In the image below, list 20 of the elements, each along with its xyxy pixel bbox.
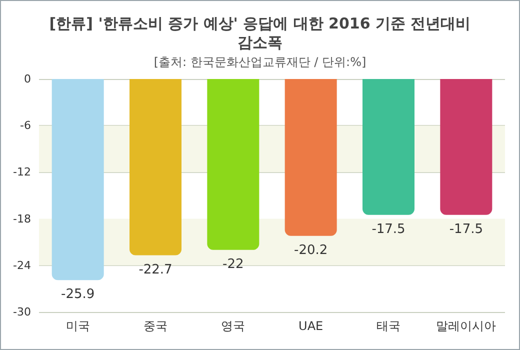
x-tick-label: UAE [298, 319, 324, 333]
x-tick-label: 말레이시아 [436, 319, 496, 333]
data-label: -17.5 [449, 222, 483, 237]
data-label: -17.5 [372, 222, 406, 237]
y-tick-label: -18 [13, 212, 31, 226]
x-tick-label: 미국 [66, 319, 90, 333]
x-tick-label: 영국 [221, 319, 246, 333]
x-tick-label: 중국 [144, 319, 168, 333]
y-tick-label: 0 [24, 72, 31, 86]
y-tick-label: -24 [13, 258, 31, 272]
chart-subtitle: [출처: 한국문화산업교류재단 / 단위:%] [154, 55, 366, 69]
y-tick-label: -30 [13, 306, 31, 318]
y-tick-label: -12 [13, 166, 31, 179]
data-label: -22 [222, 256, 244, 272]
data-label: -22.7 [138, 262, 172, 278]
data-label: -25.9 [61, 287, 95, 302]
data-label: -20.2 [294, 242, 328, 258]
y-tick-label: -6 [20, 119, 31, 132]
chart-title: [한류] '한류소비 증가 예상' 응답에 대한 2016 기준 전년대비 감소폭 [49, 14, 471, 52]
x-tick-label: 태국 [376, 319, 400, 333]
